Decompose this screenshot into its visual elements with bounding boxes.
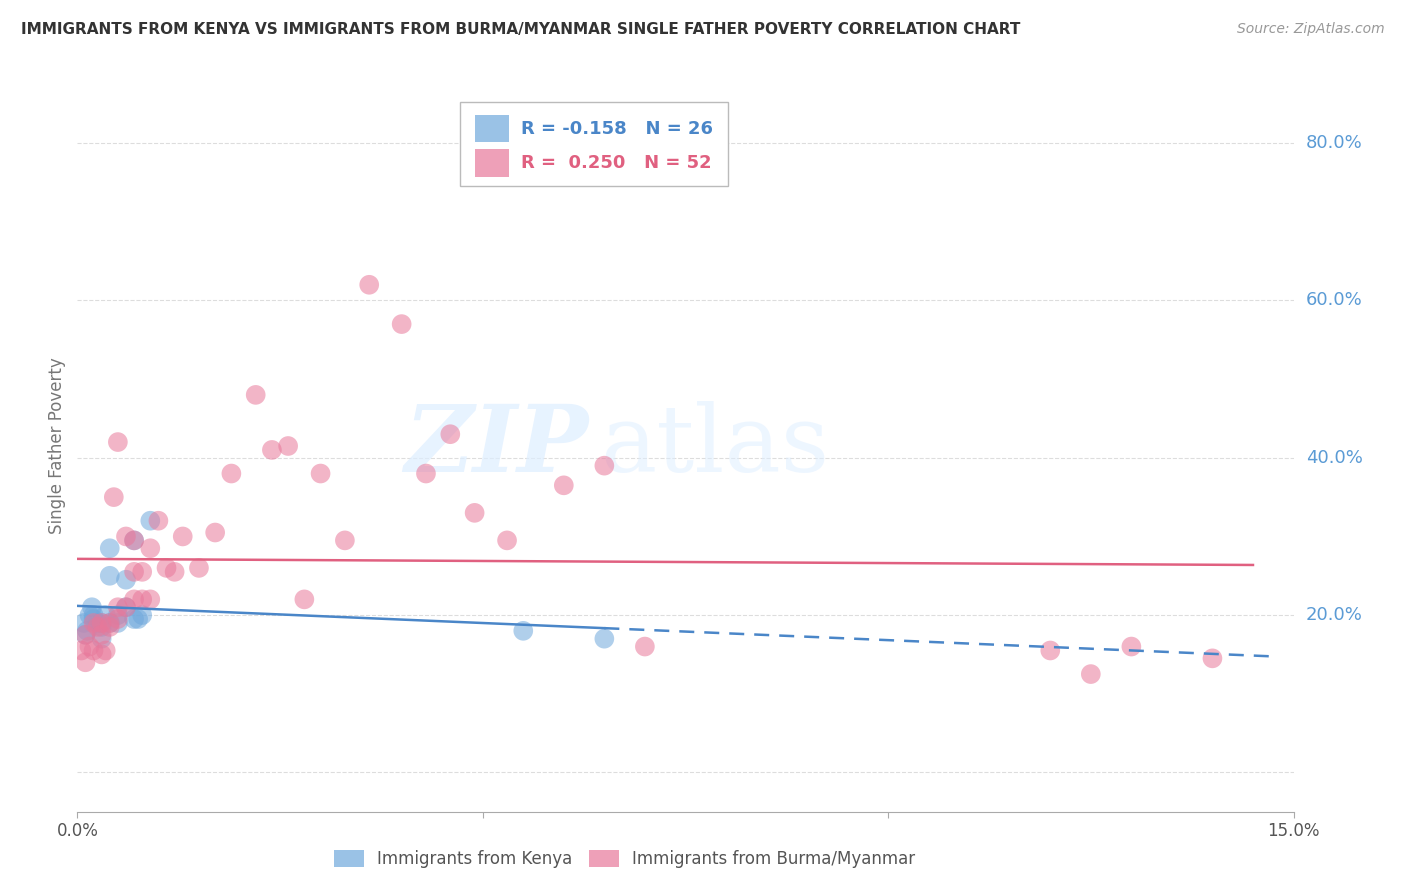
Point bbox=[90, 615, 112, 630]
Point bbox=[115, 600, 138, 615]
Point bbox=[94, 643, 117, 657]
Point bbox=[79, 608, 101, 623]
Point bbox=[90, 615, 112, 630]
Point bbox=[75, 628, 97, 642]
Point bbox=[391, 317, 413, 331]
Point bbox=[83, 615, 105, 630]
Point bbox=[122, 533, 145, 548]
Text: atlas: atlas bbox=[600, 401, 830, 491]
Point bbox=[107, 600, 129, 615]
FancyBboxPatch shape bbox=[460, 103, 728, 186]
Point bbox=[122, 612, 145, 626]
Point bbox=[139, 541, 162, 556]
Point bbox=[115, 573, 138, 587]
Point bbox=[439, 427, 461, 442]
Point bbox=[98, 568, 121, 582]
Point bbox=[496, 533, 519, 548]
Text: Source: ZipAtlas.com: Source: ZipAtlas.com bbox=[1237, 22, 1385, 37]
Point bbox=[245, 388, 267, 402]
Point bbox=[107, 435, 129, 450]
Point bbox=[76, 624, 98, 638]
Point bbox=[163, 565, 186, 579]
Point bbox=[122, 592, 145, 607]
Point bbox=[98, 620, 121, 634]
Point bbox=[94, 608, 117, 623]
Point bbox=[221, 467, 243, 481]
Bar bbox=[475, 115, 509, 143]
Bar bbox=[475, 149, 509, 177]
Point bbox=[188, 561, 211, 575]
Point bbox=[75, 655, 97, 669]
Point bbox=[86, 620, 108, 634]
Text: 40.0%: 40.0% bbox=[1306, 449, 1362, 467]
Text: 60.0%: 60.0% bbox=[1306, 292, 1362, 310]
Point bbox=[107, 612, 129, 626]
Point bbox=[115, 529, 138, 543]
Point bbox=[127, 612, 149, 626]
Point bbox=[139, 514, 162, 528]
Text: R = -0.158   N = 26: R = -0.158 N = 26 bbox=[522, 120, 713, 137]
Point bbox=[155, 561, 177, 575]
Point bbox=[139, 592, 162, 607]
Point bbox=[122, 565, 145, 579]
Point bbox=[1039, 643, 1062, 657]
Point bbox=[131, 608, 153, 623]
Point bbox=[86, 615, 108, 630]
Point bbox=[83, 612, 105, 626]
Point bbox=[277, 439, 299, 453]
Point bbox=[359, 277, 381, 292]
Point bbox=[90, 628, 112, 642]
Point bbox=[70, 643, 93, 657]
Point bbox=[172, 529, 194, 543]
Text: IMMIGRANTS FROM KENYA VS IMMIGRANTS FROM BURMA/MYANMAR SINGLE FATHER POVERTY COR: IMMIGRANTS FROM KENYA VS IMMIGRANTS FROM… bbox=[21, 22, 1021, 37]
Point bbox=[107, 615, 129, 630]
Point bbox=[593, 632, 616, 646]
Point bbox=[90, 632, 112, 646]
Point bbox=[131, 592, 153, 607]
Point bbox=[79, 640, 101, 654]
Point bbox=[107, 608, 129, 623]
Y-axis label: Single Father Poverty: Single Father Poverty bbox=[48, 358, 66, 534]
Point bbox=[98, 541, 121, 556]
Point bbox=[292, 592, 315, 607]
Point bbox=[1121, 640, 1143, 654]
Point bbox=[148, 514, 170, 528]
Point bbox=[1201, 651, 1223, 665]
Point bbox=[115, 600, 138, 615]
Point bbox=[75, 628, 97, 642]
Point bbox=[1080, 667, 1102, 681]
Point bbox=[90, 620, 112, 634]
Text: 80.0%: 80.0% bbox=[1306, 134, 1362, 153]
Point bbox=[73, 615, 96, 630]
Text: R =  0.250   N = 52: R = 0.250 N = 52 bbox=[522, 154, 711, 172]
Text: ZIP: ZIP bbox=[404, 401, 588, 491]
Point bbox=[553, 478, 575, 492]
Point bbox=[260, 442, 283, 457]
Point bbox=[593, 458, 616, 473]
Point bbox=[98, 615, 121, 630]
Point bbox=[103, 490, 125, 504]
Legend: Immigrants from Kenya, Immigrants from Burma/Myanmar: Immigrants from Kenya, Immigrants from B… bbox=[329, 845, 921, 873]
Point bbox=[83, 643, 105, 657]
Point bbox=[122, 533, 145, 548]
Point bbox=[464, 506, 486, 520]
Point bbox=[634, 640, 657, 654]
Point bbox=[131, 565, 153, 579]
Point bbox=[83, 608, 105, 623]
Point bbox=[90, 648, 112, 662]
Point bbox=[415, 467, 437, 481]
Point bbox=[80, 600, 103, 615]
Text: 20.0%: 20.0% bbox=[1306, 606, 1362, 624]
Point bbox=[512, 624, 534, 638]
Point bbox=[98, 615, 121, 630]
Point bbox=[309, 467, 332, 481]
Point bbox=[204, 525, 226, 540]
Point bbox=[333, 533, 356, 548]
